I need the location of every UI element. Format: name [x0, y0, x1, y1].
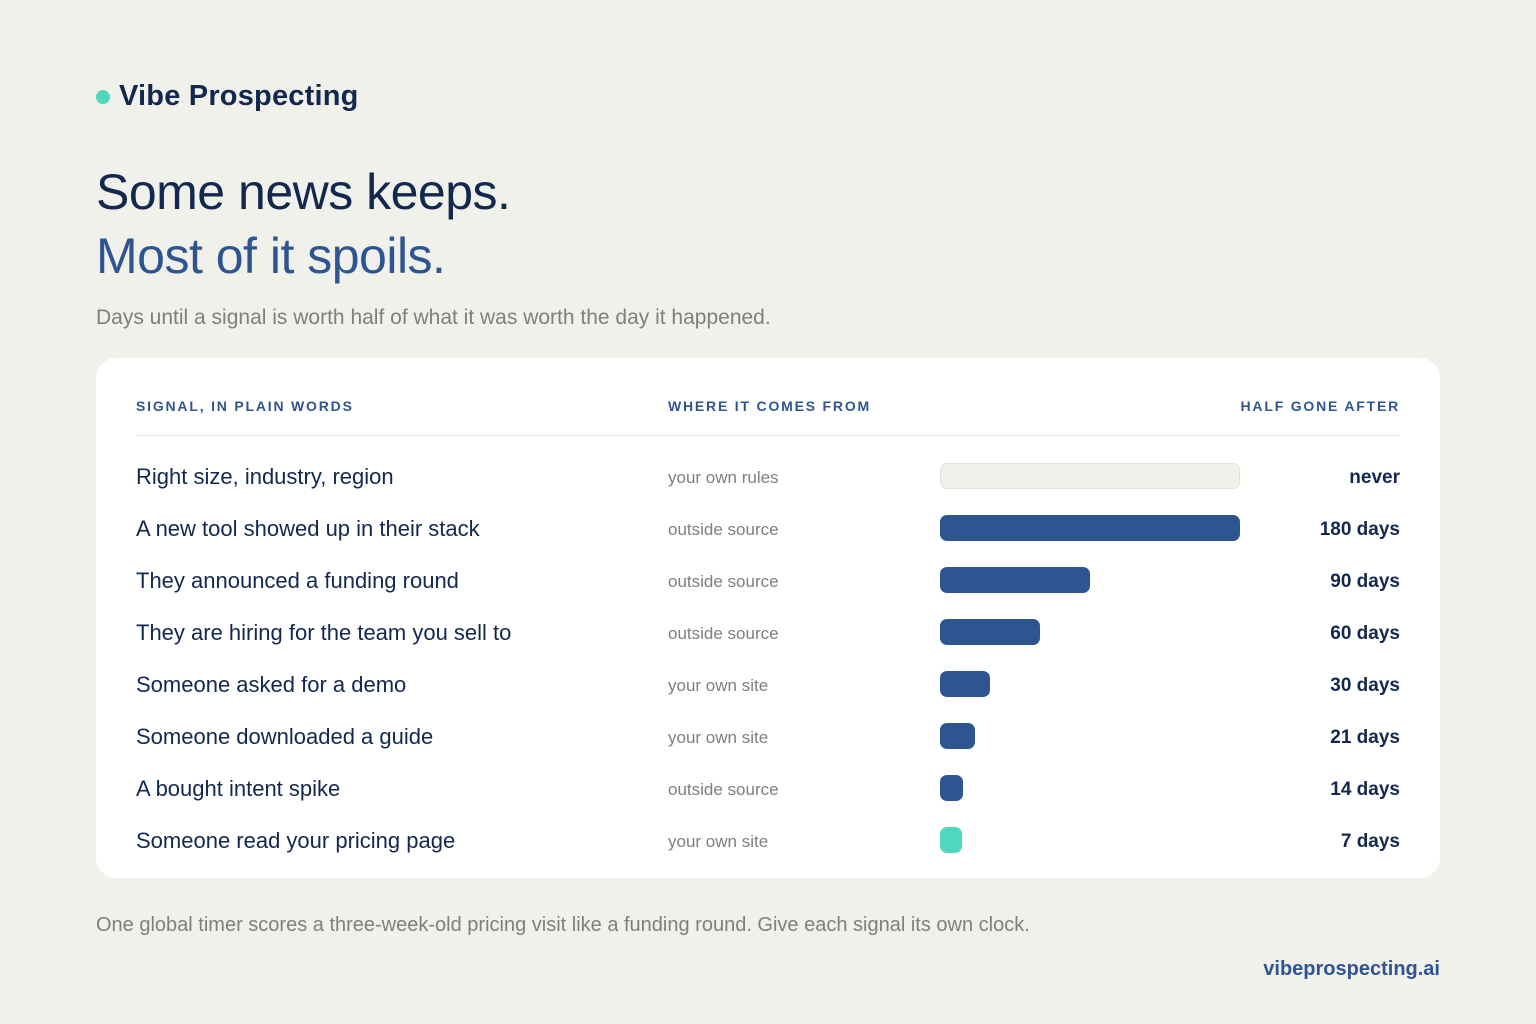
- half-life-value: never: [1349, 467, 1400, 488]
- half-life-bar: [940, 723, 975, 749]
- signal-label: A new tool showed up in their stack: [136, 516, 480, 541]
- table-row: A bought intent spike outside source 14 da…: [136, 762, 1400, 814]
- headline-line-1: Some news keeps.: [96, 164, 511, 220]
- half-life-value: 14 days: [1330, 779, 1400, 800]
- half-life-bar: [940, 515, 1240, 541]
- signal-label: They announced a funding round: [136, 568, 459, 593]
- brand-dot-icon: [96, 89, 110, 104]
- table-row: Someone downloaded a guide your own site 2…: [136, 710, 1400, 762]
- site-url[interactable]: vibeprospecting.ai: [1263, 958, 1440, 980]
- table-row: They are hiring for the team you sell to…: [136, 606, 1400, 658]
- table-row: Right size, industry, region your own rul…: [136, 450, 1400, 502]
- half-life-bar: [940, 567, 1090, 593]
- signal-table-card: SIGNAL, IN PLAIN WORDS WHERE IT COMES FR…: [96, 358, 1440, 878]
- source-label: outside source: [668, 572, 779, 591]
- brand-name: Vibe Prospecting: [119, 80, 359, 112]
- half-life-value: 21 days: [1330, 727, 1400, 748]
- half-life-bar: [940, 619, 1040, 645]
- source-label: outside source: [668, 520, 779, 539]
- half-life-bar: [940, 463, 1240, 489]
- source-label: your own rules: [668, 468, 779, 487]
- signal-label: They are hiring for the team you sell to: [136, 620, 512, 645]
- source-label: outside source: [668, 780, 779, 799]
- half-life-bar: [940, 775, 964, 801]
- headline-line-2: Most of it spoils.: [96, 228, 446, 284]
- column-header-half-gone: HALF GONE AFTER: [1240, 398, 1400, 414]
- source-label: your own site: [668, 728, 769, 747]
- signal-label: Someone downloaded a guide: [136, 724, 434, 749]
- half-life-bar: [940, 671, 990, 697]
- half-life-value: 60 days: [1330, 623, 1400, 644]
- table-row: Someone read your pricing page your own s…: [136, 814, 1400, 866]
- footnote: One global timer scores a three-week-old…: [96, 914, 1030, 936]
- signal-label: Someone asked for a demo: [136, 672, 407, 697]
- half-life-value: 7 days: [1340, 831, 1400, 852]
- half-life-bar: [940, 827, 962, 853]
- brand: Vibe Prospecting: [96, 80, 359, 113]
- signal-label: Right size, industry, region: [136, 464, 394, 489]
- signal-label: A bought intent spike: [136, 776, 341, 801]
- table-row: They announced a funding round outside so…: [136, 554, 1400, 606]
- half-life-value: 90 days: [1330, 571, 1400, 592]
- table-header: SIGNAL, IN PLAIN WORDS WHERE IT COMES FR…: [136, 398, 1400, 436]
- signal-label: Someone read your pricing page: [136, 828, 456, 853]
- column-header-signal: SIGNAL, IN PLAIN WORDS: [136, 398, 354, 414]
- half-life-value: 30 days: [1330, 675, 1400, 696]
- headline: Some news keeps. Most of it spoils.: [96, 160, 511, 288]
- source-label: your own site: [668, 676, 769, 695]
- table-row: Someone asked for a demo your own site 30 …: [136, 658, 1400, 710]
- half-life-value: 180 days: [1319, 519, 1400, 540]
- source-label: your own site: [668, 832, 769, 851]
- column-header-source: WHERE IT COMES FROM: [668, 398, 871, 414]
- subtitle: Days until a signal is worth half of wha…: [96, 306, 771, 329]
- source-label: outside source: [668, 624, 779, 643]
- table-row: A new tool showed up in their stack outsi…: [136, 502, 1400, 554]
